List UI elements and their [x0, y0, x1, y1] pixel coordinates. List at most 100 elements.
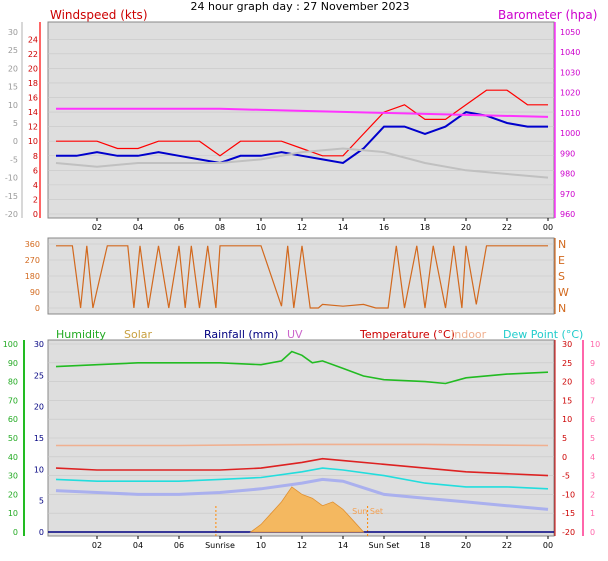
sunset-annotation: Sun Set: [352, 507, 383, 516]
wind-tick-label: 2: [33, 195, 38, 204]
series-gust-shadow: [55, 147, 549, 179]
temp-tick-label: 0: [562, 453, 567, 462]
humidity-tick-label: 60: [8, 415, 18, 424]
series-barometer-hpa: [56, 107, 549, 118]
x-tick-label: 10: [256, 541, 266, 550]
rain-tick-label: 20: [34, 403, 44, 412]
series-direction: [56, 245, 548, 309]
baro-tick-label: 1030: [560, 68, 580, 77]
grey-tick-label: 25: [8, 46, 18, 55]
dewpoint-label: Dew Point (°C): [503, 328, 583, 341]
grey-tick-label: 15: [8, 83, 18, 92]
compass-label: S: [558, 270, 565, 283]
x-tick-label: 22: [502, 223, 512, 232]
uv-tick-label: 7: [590, 396, 595, 405]
wind-panel: [47, 21, 555, 219]
series-apparent: [55, 477, 549, 511]
x-tick-label: 14: [338, 541, 348, 550]
x-tick-label: 12: [297, 223, 307, 232]
uv-tick-label: 3: [590, 472, 595, 481]
x-tick-label: 18: [420, 541, 430, 550]
series-indoor: [56, 443, 549, 447]
rain-label: Rainfall (mm): [204, 328, 278, 341]
x-tick-label: 20: [461, 223, 471, 232]
uv-tick-label: 2: [590, 490, 595, 499]
temp-tick-label: 15: [562, 396, 572, 405]
page-title: 24 hour graph day : 27 November 2023: [190, 0, 409, 13]
temp-tick-label: -15: [562, 509, 575, 518]
uv-tick-label: 8: [590, 378, 595, 387]
x-tick-label: 04: [133, 541, 143, 550]
x-tick-label: 06: [174, 223, 184, 232]
barometer-axis-label: Barometer (hpa): [498, 8, 597, 22]
humidity-tick-label: 100: [3, 340, 18, 349]
humidity-tick-label: 20: [8, 490, 18, 499]
wind-tick-label: 22: [28, 50, 38, 59]
baro-tick-label: 1010: [560, 109, 580, 118]
direction-tick-label: 360: [25, 240, 40, 249]
baro-tick-label: 1050: [560, 28, 580, 37]
baro-tick-label: 1020: [560, 89, 580, 98]
direction-tick-label: 0: [35, 304, 40, 313]
temp-tick-label: 30: [562, 340, 572, 349]
grey-tick-label: 0: [13, 137, 18, 146]
wind-tick-label: 24: [28, 35, 38, 44]
series-humidity: [55, 350, 549, 385]
wind-tick-label: 16: [28, 94, 38, 103]
x-tick-label: 00: [543, 541, 553, 550]
x-tick-label: 22: [502, 541, 512, 550]
wind-tick-label: 18: [28, 79, 38, 88]
series-dew-point-c: [55, 467, 549, 490]
baro-tick-label: 960: [560, 210, 575, 219]
x-tick-label: Sunrise: [205, 541, 235, 550]
uv-tick-label: 6: [590, 415, 595, 424]
x-tick-label: Sun Set: [369, 541, 400, 550]
direction-tick-label: 270: [25, 256, 40, 265]
x-tick-label: 02: [92, 223, 102, 232]
humidity-tick-label: 10: [8, 509, 18, 518]
direction-tick-label: 90: [30, 288, 40, 297]
compass-label: E: [558, 254, 565, 267]
wind-tick-label: 6: [33, 166, 38, 175]
solar-label: Solar: [124, 328, 153, 341]
humidity-tick-label: 30: [8, 472, 18, 481]
humidity-tick-label: 0: [13, 528, 18, 537]
temp-tick-label: -20: [562, 528, 575, 537]
uv-tick-label: 1: [590, 509, 595, 518]
temp-tick-label: 20: [562, 378, 572, 387]
wind-tick-label: 20: [28, 64, 38, 73]
humidity-tick-label: 70: [8, 396, 18, 405]
grey-tick-label: -20: [5, 210, 18, 219]
temp-tick-label: -5: [562, 472, 570, 481]
compass-label: W: [558, 286, 569, 299]
grey-tick-label: 30: [8, 28, 18, 37]
uv-tick-label: 5: [590, 434, 595, 443]
grey-tick-label: -10: [5, 174, 18, 183]
rain-tick-label: 10: [34, 465, 44, 474]
x-tick-label: 12: [297, 541, 307, 550]
wind-axis-label: Windspeed (kts): [50, 8, 148, 22]
x-tick-label: 14: [338, 223, 348, 232]
temperature-label: Temperature (°C): [359, 328, 455, 341]
x-tick-label: 20: [461, 541, 471, 550]
uv-tick-label: 10: [590, 340, 600, 349]
x-tick-label: 06: [174, 541, 184, 550]
compass-label: N: [558, 302, 566, 315]
series-windspeed-kts: [56, 89, 548, 157]
grey-tick-label: 5: [13, 119, 18, 128]
rain-tick-label: 0: [39, 528, 44, 537]
baro-tick-label: 990: [560, 149, 575, 158]
compass-label: N: [558, 238, 566, 251]
baro-tick-label: 1040: [560, 48, 580, 57]
x-tick-label: 18: [420, 223, 430, 232]
x-tick-label: 08: [215, 223, 225, 232]
humidity-tick-label: 90: [8, 359, 18, 368]
rain-tick-label: 25: [34, 371, 44, 380]
series-solar: [249, 486, 365, 533]
series-windspeed-average-kts: [56, 111, 548, 165]
x-tick-label: 02: [92, 541, 102, 550]
rain-tick-label: 5: [39, 497, 44, 506]
grey-tick-label: -15: [5, 192, 18, 201]
wind-tick-label: 4: [33, 181, 38, 190]
